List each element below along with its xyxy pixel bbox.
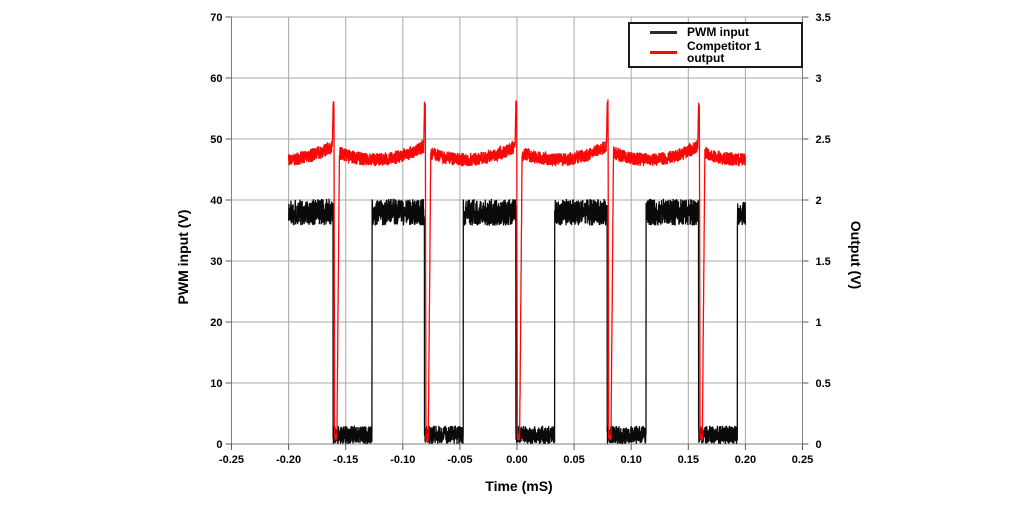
competitor-output-line-swatch	[650, 50, 677, 54]
x-tick-label: -0.20	[276, 454, 301, 466]
x-tick-label: 0.25	[792, 454, 813, 466]
legend-item-pwm-input: PWM input	[650, 26, 801, 38]
x-tick-label: 0.05	[563, 454, 584, 466]
left-tick-label: 70	[210, 12, 222, 24]
right-tick-label: 0.5	[816, 378, 831, 390]
chart-legend: PWM input Competitor 1 output	[628, 22, 803, 68]
right-tick-label: 1	[816, 317, 822, 329]
legend-item-competitor-output: Competitor 1 output	[650, 40, 801, 64]
left-tick-label: 0	[216, 439, 222, 451]
x-tick-label: 0.15	[678, 454, 699, 466]
competitor-output-waveform	[287, 99, 747, 443]
x-tick-label: -0.10	[390, 454, 415, 466]
left-tick-label: 40	[210, 195, 222, 207]
right-axis-title: Output (V)	[848, 220, 864, 290]
right-tick-label: 2	[816, 195, 822, 207]
right-tick-label: 2.5	[816, 134, 831, 146]
left-tick-label: 10	[210, 378, 222, 390]
right-tick-label: 3	[816, 73, 822, 85]
left-axis-title: PWM input (V)	[175, 209, 191, 305]
x-tick-label: 0.10	[620, 454, 641, 466]
left-tick-label: 50	[210, 134, 222, 146]
x-tick-label: 0.00	[506, 454, 527, 466]
left-tick-label: 60	[210, 73, 222, 85]
legend-label-pwm-input: PWM input	[687, 25, 749, 39]
right-tick-label: 1.5	[816, 256, 831, 268]
x-axis-title: Time (mS)	[485, 478, 553, 494]
left-tick-label: 30	[210, 256, 222, 268]
legend-label-competitor-output: Competitor 1 output	[687, 39, 762, 65]
pwm-input-line-swatch	[650, 30, 677, 34]
left-tick-label: 20	[210, 317, 222, 329]
x-tick-label: 0.20	[735, 454, 756, 466]
x-tick-label: -0.25	[219, 454, 244, 466]
x-tick-label: -0.05	[447, 454, 472, 466]
right-tick-label: 3.5	[816, 12, 831, 24]
right-tick-label: 0	[816, 439, 822, 451]
x-tick-label: -0.15	[333, 454, 358, 466]
